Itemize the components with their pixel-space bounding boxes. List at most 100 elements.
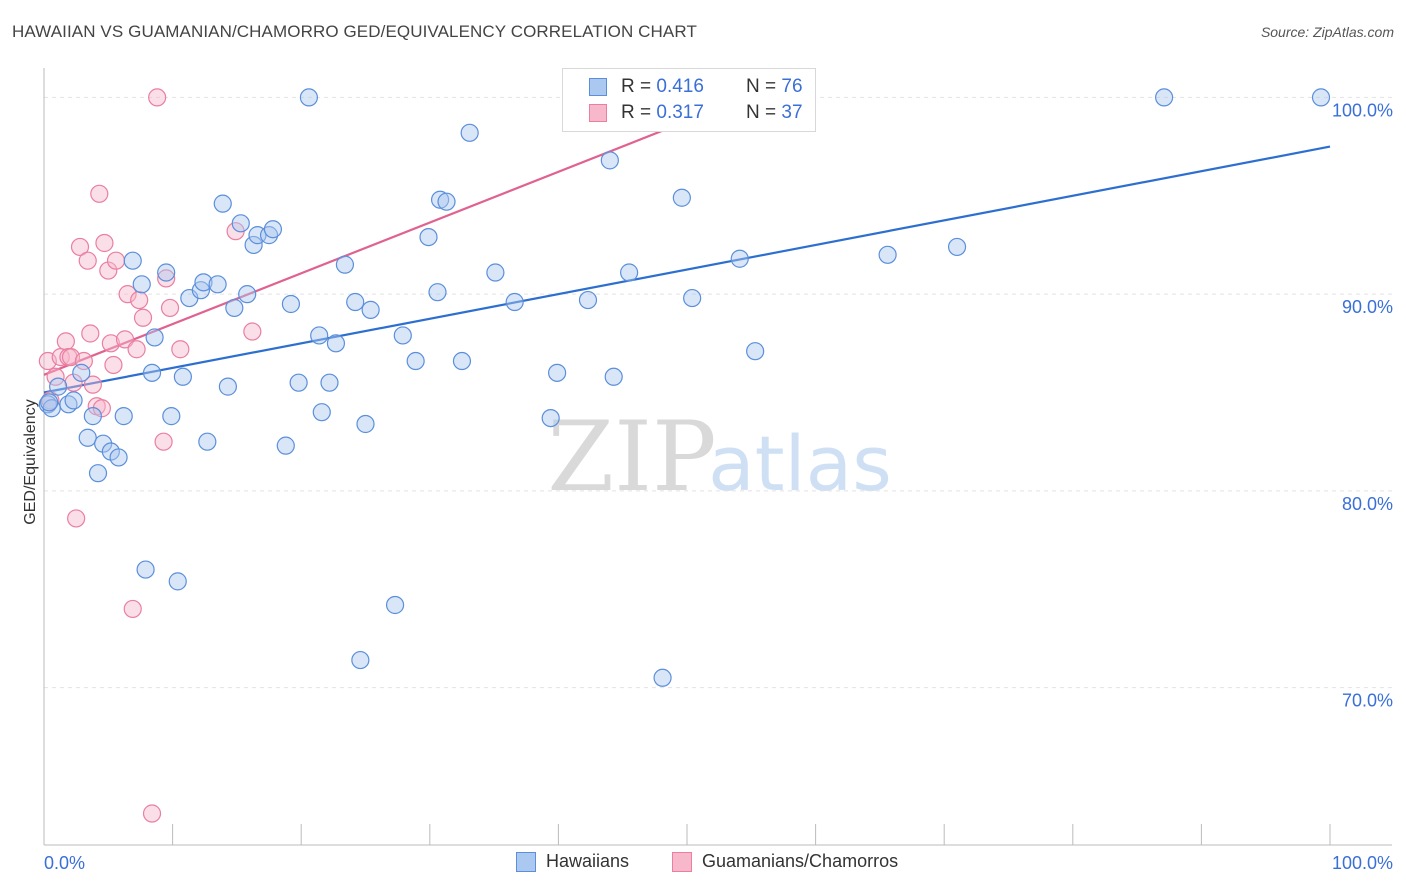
hawaiian-point	[78, 428, 97, 447]
legend-swatch-guamanians	[589, 104, 607, 122]
hawaiian-point	[346, 292, 365, 312]
hawaiian-point	[231, 214, 250, 233]
bottom-swatch-hawaiians	[516, 851, 536, 872]
legend-r-value: 0.416	[656, 76, 704, 97]
hawaiian-point	[281, 294, 301, 314]
hawaiian-point	[208, 275, 227, 294]
hawaiian-point	[276, 436, 295, 455]
hawaiian-point	[1311, 88, 1331, 107]
hawaiian-point	[136, 560, 155, 579]
x-tick-labels: 0.0% 100.0%	[44, 853, 1393, 873]
hawaiian-point	[142, 363, 162, 382]
guamanian-point	[90, 184, 109, 203]
guamanian-point	[106, 251, 126, 270]
guamanian-point	[133, 308, 153, 327]
hawaiian-point	[238, 285, 257, 304]
bottom-legend-label-hawaiians: Hawaiians	[546, 851, 630, 871]
hawaiian-point	[653, 668, 672, 687]
chart-title: HAWAIIAN VS GUAMANIAN/CHAMORRO GED/EQUIV…	[12, 22, 697, 41]
guamanian-point	[78, 251, 97, 270]
bottom-legend-guamanians: Guamanians/Chamorros	[672, 851, 898, 872]
hawaiian-point	[310, 326, 329, 345]
guamanian-point	[118, 285, 137, 304]
hawaiian-point	[320, 373, 339, 392]
guamanian-point	[70, 237, 90, 257]
hawaiian-point	[88, 464, 108, 483]
x-tick-label-start: 0.0%	[44, 853, 85, 873]
legend-r-value: 0.317	[656, 102, 704, 123]
legend-n-value: 76	[781, 76, 803, 97]
hawaiian-point	[385, 595, 405, 615]
y-tick-label: 90.0%	[1342, 297, 1393, 317]
hawaiian-point	[604, 367, 623, 386]
y-tick-label: 70.0%	[1342, 691, 1393, 711]
guamanian-point	[83, 375, 102, 394]
hawaiian-point	[730, 249, 749, 268]
hawaiian-point	[168, 572, 187, 591]
hawaiian-point	[225, 298, 244, 318]
legend: R = 0.416 N = 76 R = 0.317 N = 37	[562, 68, 816, 132]
y-tick-label: 80.0%	[1342, 494, 1393, 514]
hawaiian-point	[351, 650, 370, 670]
hawaiian-point	[123, 251, 142, 270]
source-label: Source: ZipAtlas.com	[1260, 24, 1394, 40]
hawaiian-point	[1155, 88, 1174, 107]
legend-n-label: N =	[746, 76, 777, 97]
guamanian-point	[154, 432, 173, 451]
hawaiian-point	[299, 88, 319, 107]
hawaiian-point	[312, 403, 331, 422]
guamanian-point	[115, 330, 135, 349]
hawaiian-point	[486, 263, 505, 282]
legend-r-label: R =	[621, 76, 652, 97]
legend-n-label: N =	[746, 102, 777, 123]
hawaiian-point	[356, 414, 375, 434]
bottom-legend-label-guamanians: Guamanians/Chamorros	[702, 851, 899, 871]
watermark-atlas: atlas	[708, 419, 892, 508]
guamanian-point	[99, 261, 118, 280]
trend-lines	[43, 119, 1331, 394]
hawaiian-point	[548, 363, 567, 382]
guamanian-point	[243, 322, 262, 341]
guamanian-point	[127, 340, 146, 359]
guamanian-point	[81, 324, 100, 343]
hawaiian-point	[83, 407, 102, 426]
guamanian-point	[123, 599, 142, 619]
guamanian-point	[101, 334, 120, 353]
hawaiian-point	[162, 407, 181, 426]
legend-swatch-hawaiians	[589, 78, 607, 96]
hawaiian-point	[64, 391, 83, 410]
hawaiian-point	[419, 227, 438, 247]
hawaiian-point	[600, 151, 619, 170]
y-tick-label: 100.0%	[1332, 100, 1393, 120]
hawaiian-trend-line	[43, 145, 1331, 394]
hawaiian-point	[430, 190, 450, 209]
watermark-zip: ZIP	[547, 401, 716, 513]
hawaiian-point	[145, 328, 164, 347]
axes	[43, 68, 1392, 846]
data-points	[38, 88, 1331, 823]
bottom-legend-hawaiians: Hawaiians	[516, 851, 629, 872]
hawaiian-point	[157, 263, 176, 282]
hawaiian-point	[452, 351, 472, 371]
hawaiian-point	[460, 123, 479, 142]
guamanian-point	[95, 233, 114, 253]
guamanian-point	[142, 804, 162, 823]
legend-n-value: 37	[781, 102, 803, 123]
guamanian-point	[67, 509, 86, 528]
hawaiian-point	[746, 342, 765, 361]
hawaiian-point	[505, 292, 524, 312]
hawaiian-point	[578, 290, 598, 310]
hawaiian-point	[132, 275, 151, 294]
guamanian-point	[148, 88, 167, 107]
x-tick-label-end: 100.0%	[1332, 853, 1393, 873]
legend-r-label: R =	[621, 102, 652, 123]
hawaiian-point	[406, 351, 425, 371]
hawaiian-point	[947, 237, 967, 257]
guamanian-point	[171, 340, 190, 359]
hawaiian-point	[194, 273, 213, 292]
hawaiian-point	[244, 235, 263, 255]
hawaiian-point	[361, 300, 380, 319]
hawaiian-point	[878, 245, 897, 264]
guamanian-trend-line	[43, 119, 688, 376]
